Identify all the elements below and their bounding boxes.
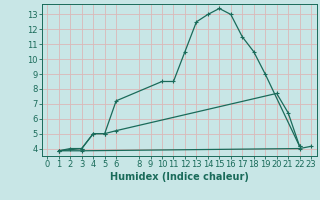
X-axis label: Humidex (Indice chaleur): Humidex (Indice chaleur) <box>110 172 249 182</box>
